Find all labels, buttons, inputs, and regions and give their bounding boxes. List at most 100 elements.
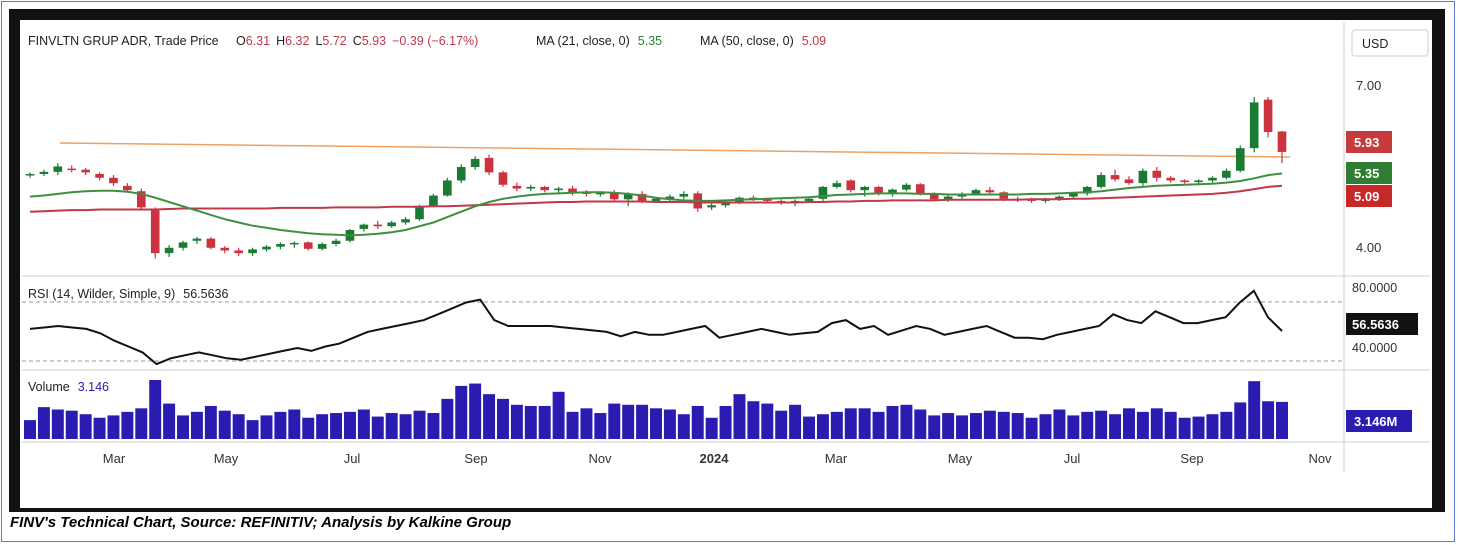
candle-body [540,186,550,191]
candle-body [1110,175,1120,180]
candle-body [721,202,730,206]
volume-bar [719,405,732,439]
candle-body [53,166,63,172]
badge-ma21: 5.35 [1354,166,1379,181]
volume-bar [385,413,398,439]
header-ohlc: O6.31 H6.32 L5.72 C5.93 −0.39 (−6.17%) [236,34,478,48]
time-tick-label: Sep [464,451,487,466]
currency-label: USD [1362,37,1388,51]
candle-body [832,183,842,187]
volume-bar [872,411,885,439]
volume-bar [816,414,829,439]
volume-bar [469,383,482,439]
candle-body [526,186,536,189]
candle-body [401,219,410,223]
volume-bar [65,410,78,439]
volume-bar [260,415,273,439]
candle-body [150,210,160,254]
candle-body [164,247,174,254]
candle-body [1235,148,1245,171]
volume-bar [789,404,802,439]
volume-bar [761,403,774,439]
currency-button[interactable] [1351,29,1429,57]
time-tick-label: May [214,451,239,466]
volume-bar [1095,410,1108,439]
volume-bar [636,404,649,439]
volume-bar [608,403,621,439]
badge-price-bg [1346,131,1392,153]
rsi-label: RSI (14, Wilder, Simple, 9) [28,287,175,301]
header-c-value: 5.93 [362,34,386,48]
candle-body [192,238,202,241]
candle-body [888,189,897,194]
header-l-label: L [315,34,322,48]
candle-body [248,249,257,254]
rsi-value: 56.5636 [183,287,228,301]
volume-bar [51,409,64,439]
time-tick-label: Nov [1308,451,1332,466]
figure-caption: FINV's Technical Chart, Source: REFINITI… [10,514,512,531]
candle-body [359,224,369,229]
volume-bar [747,401,760,439]
volume-bar [677,414,690,439]
candle-body [1124,179,1134,184]
volume-bar [1220,411,1233,439]
candle-body [902,184,911,190]
candle-body [95,174,104,178]
candle-body [1180,180,1189,183]
moving-averages-group [29,172,1283,237]
volume-bar [357,409,370,439]
brand-label: LSEG [1364,487,1407,503]
volume-bar [455,385,468,439]
volume-bar [1109,414,1122,439]
candle-body [25,174,35,176]
price-tick-4: 4.00 [1356,240,1381,255]
candle-body [762,199,772,201]
candle-body [1166,177,1176,181]
candle-body [804,198,814,201]
candle-body [651,198,661,201]
candle-body [596,192,605,195]
volume-bar [942,413,955,439]
rsi-line [29,289,1283,366]
volume-bar [650,408,662,439]
volume-bar [914,409,927,439]
candle-body [262,246,271,250]
candle-body [1222,170,1231,178]
candle-body [303,242,313,249]
candle-body [929,193,939,200]
volume-bar [1248,381,1261,439]
volume-bar [1122,408,1135,439]
volume-bar [204,405,217,439]
volume-bar [997,411,1010,439]
header-change: −0.39 (−6.17%) [392,34,478,48]
candle-body [665,196,675,199]
volume-bar [1150,408,1163,439]
volume-bar [302,417,315,439]
volume-bar [177,415,190,439]
header-l-value: 5.72 [322,34,346,48]
header-ma50-label: MA (50, close, 0) [700,34,794,48]
candle-body [220,247,230,251]
candle-body [1249,102,1259,149]
candle-body [109,177,118,184]
candle-body [276,244,285,247]
volume-bar [24,420,36,439]
candle-body [429,195,438,207]
candle-body [915,184,925,194]
candle-body [415,206,424,220]
volume-bar [399,414,412,439]
volume-bar [316,414,329,439]
volume-bar [733,394,746,439]
header-ma21: MA (21, close, 0) 5.35 [536,34,662,48]
volume-bar [427,413,440,439]
candle-body [1082,186,1092,194]
price-tick-7: 7.00 [1356,78,1381,93]
header-ma21-label: MA (21, close, 0) [536,34,630,48]
volume-bar [121,411,134,439]
candle-body [498,172,508,185]
badge-price: 5.93 [1354,135,1379,150]
volume-bar [107,415,120,439]
